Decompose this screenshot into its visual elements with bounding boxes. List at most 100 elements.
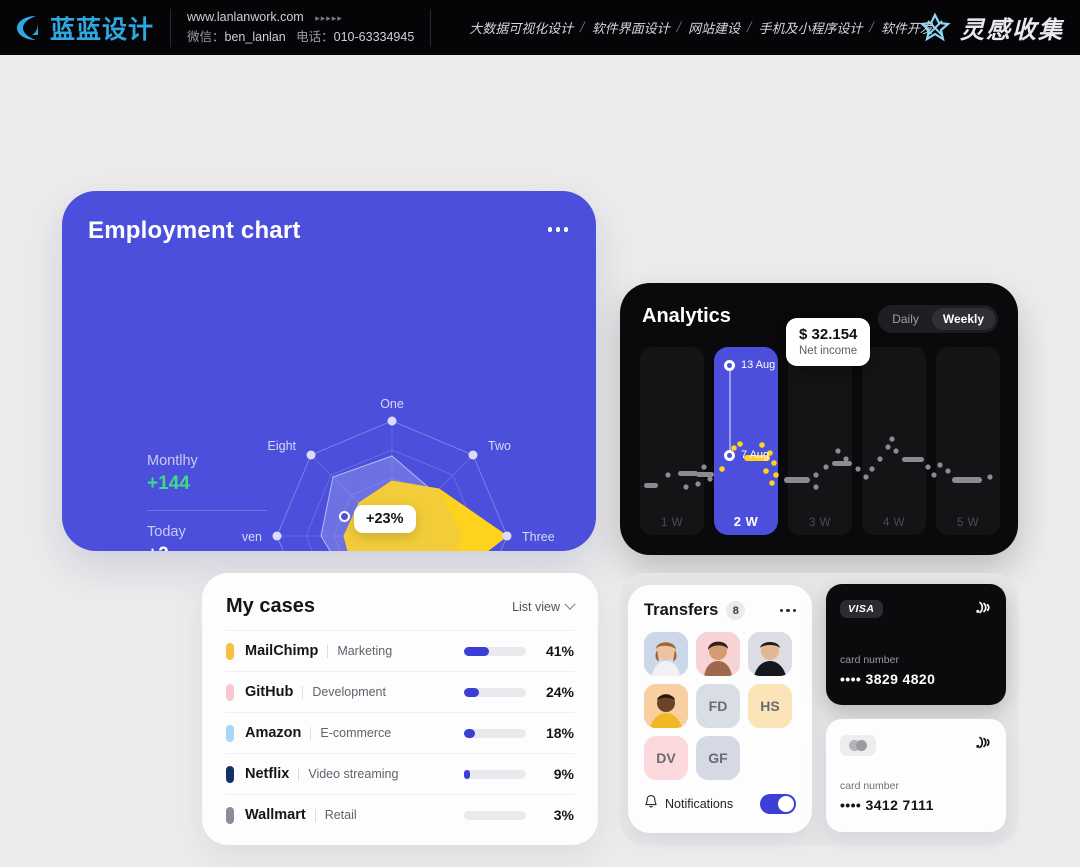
stats-divider	[147, 510, 267, 511]
notifications-toggle[interactable]	[760, 794, 796, 814]
list-view-dropdown[interactable]: List view	[512, 598, 576, 614]
toggle-option-daily[interactable]: Daily	[892, 312, 919, 326]
avatar-initials[interactable]: GF	[696, 736, 740, 780]
case-percent: 41%	[545, 643, 574, 659]
avatar[interactable]	[748, 632, 792, 676]
net-income-amount: $ 32.154	[799, 326, 858, 343]
analytics-pin-bottom[interactable]: 7 Aug	[724, 449, 769, 461]
more-dots-icon[interactable]	[779, 608, 796, 613]
analytics-pin-top[interactable]: 13 Aug	[724, 359, 775, 371]
list-view-label: List view	[512, 599, 560, 614]
transfers-header: Transfers 8	[644, 601, 796, 620]
case-divider	[302, 685, 304, 699]
phone-label: 电话：	[296, 29, 334, 44]
radar-label-three: Three	[522, 530, 555, 544]
net-income-label: Net income	[799, 345, 858, 357]
progress-track	[464, 728, 526, 738]
my-cases-title: My cases	[226, 595, 315, 617]
table-row[interactable]: Amazon E-commerce 18%	[226, 712, 574, 753]
avatar[interactable]	[644, 632, 688, 676]
card-number-label: card number	[840, 780, 899, 792]
transfers-card: Transfers 8	[628, 585, 812, 833]
service-item-2[interactable]: 网站建设	[688, 22, 741, 37]
today-label: Today	[147, 524, 186, 540]
case-category: Video streaming	[308, 767, 399, 781]
wechat-value: ben_lanlan	[224, 29, 286, 44]
avatar-initials[interactable]: FD	[696, 684, 740, 728]
phone-value: 010-63334945	[333, 29, 415, 44]
analytics-column-label: 4 W	[883, 517, 905, 529]
analytics-column-5w[interactable]: 5 W	[936, 347, 1000, 535]
progress-track	[464, 646, 526, 656]
chevron-down-icon	[564, 598, 576, 610]
analytics-card: Analytics Daily Weekly 1 W 2 W 3 W 4 W 5…	[620, 283, 1018, 555]
card-number-label: card number	[840, 654, 899, 666]
case-percent: 24%	[545, 684, 574, 700]
case-color-swatch	[226, 683, 234, 701]
analytics-column-1w[interactable]: 1 W	[640, 347, 704, 535]
pin-dot-icon	[724, 359, 735, 371]
service-separator-2: /	[747, 20, 752, 35]
avatar-initials[interactable]: DV	[644, 736, 688, 780]
credit-card-mastercard[interactable]: card number •••• 3412 7111	[826, 719, 1006, 832]
card-number-value: •••• 3412 7111	[840, 797, 934, 813]
services-nav: 大数据可视化设计 / 软件界面设计 / 网站建设 / 手机及小程序设计 / 软件…	[469, 18, 933, 37]
banner-divider-2	[430, 8, 432, 47]
toggle-option-weekly[interactable]: Weekly	[931, 308, 995, 330]
analytics-column-label: 1 W	[661, 517, 683, 529]
page-title: Employment chart	[88, 217, 301, 244]
brand-logo[interactable]: 蓝蓝设计	[0, 10, 154, 46]
analytics-pin-top-label: 13 Aug	[741, 359, 776, 371]
progress-track	[464, 769, 526, 779]
analytics-series	[644, 436, 993, 490]
case-color-swatch	[226, 765, 234, 783]
radar-label-two: Two	[488, 439, 511, 453]
service-item-4[interactable]: 软件开发	[880, 22, 933, 37]
table-row[interactable]: GitHub Development 24%	[226, 671, 574, 712]
service-item-1[interactable]: 软件界面设计	[591, 22, 670, 37]
service-separator-1: /	[676, 20, 682, 35]
my-cases-card: My cases List view MailChimp Marketing 4…	[202, 573, 598, 845]
analytics-tooltip: $ 32.154 Net income	[786, 318, 871, 366]
table-row[interactable]: MailChimp Marketing 41%	[226, 630, 574, 671]
service-separator-3: /	[869, 20, 874, 35]
website-row: www.lanlanwork.com ▸▸▸▸▸	[187, 8, 414, 27]
service-item-0[interactable]: 大数据可视化设计	[469, 22, 574, 37]
case-category: Development	[312, 685, 386, 699]
analytics-column-3w[interactable]: 3 W	[788, 347, 852, 535]
avatar[interactable]	[696, 632, 740, 676]
credit-card-visa[interactable]: VISA card number •••• 3829 4820	[826, 584, 1006, 705]
card-number-value: •••• 3829 4820	[840, 671, 936, 687]
analytics-plot: 1 W 2 W 3 W 4 W 5 W	[640, 347, 1000, 535]
table-row[interactable]: Wallmart Retail 3%	[226, 794, 574, 835]
case-divider	[327, 644, 329, 658]
radar-label-seven: Seven	[242, 530, 262, 544]
website-url: www.lanlanwork.com	[187, 10, 304, 25]
contactless-icon	[975, 734, 992, 756]
period-toggle[interactable]: Daily Weekly	[878, 305, 998, 333]
case-color-swatch	[226, 724, 234, 742]
analytics-pin-bottom-label: 7 Aug	[741, 449, 770, 461]
table-row[interactable]: Netflix Video streaming 9%	[226, 753, 574, 794]
contact-block: www.lanlanwork.com ▸▸▸▸▸ 微信：ben_lanlan 电…	[187, 8, 414, 47]
analytics-column-4w[interactable]: 4 W	[862, 347, 926, 535]
employment-stats: Montlhy +144 Today +2	[147, 453, 267, 551]
case-category: E-commerce	[320, 726, 392, 740]
avatar[interactable]	[644, 684, 688, 728]
notifications-row: Notifications	[644, 794, 796, 814]
avatar-initials[interactable]: HS	[748, 684, 792, 728]
case-name: MailChimp	[245, 643, 319, 659]
progress-track	[464, 687, 526, 697]
case-category: Marketing	[337, 644, 393, 658]
transfers-avatar-grid: FD HS DV GF	[644, 632, 796, 780]
radar-highlight-point	[339, 511, 350, 522]
inspiration-brand[interactable]: 灵感收集	[919, 0, 1064, 55]
analytics-column-2w[interactable]: 2 W	[714, 347, 778, 535]
case-name: GitHub	[245, 684, 294, 700]
inspiration-brand-text: 灵感收集	[960, 15, 1064, 44]
arrow-decoration: ▸▸▸▸▸	[315, 13, 343, 24]
more-dots-icon[interactable]	[547, 227, 568, 232]
radar-label-eight: Eight	[268, 439, 297, 453]
service-item-3[interactable]: 手机及小程序设计	[758, 22, 863, 37]
site-banner: 蓝蓝设计 www.lanlanwork.com ▸▸▸▸▸ 微信：ben_lan…	[0, 0, 1080, 55]
